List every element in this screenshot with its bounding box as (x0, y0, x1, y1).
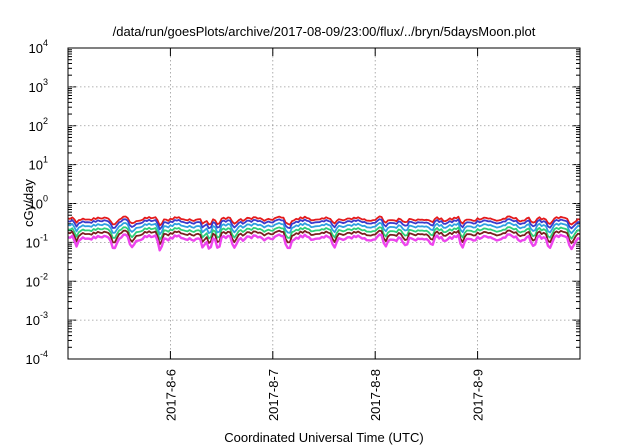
y-tick-label: 101 (29, 155, 48, 173)
y-tick-base: 10 (26, 313, 40, 328)
y-tick-base: 10 (26, 352, 40, 367)
y-tick-exponent: 0 (43, 194, 48, 204)
y-tick-exponent: -2 (40, 271, 48, 281)
x-tick-label: 2017-8-6 (163, 369, 178, 421)
chart-title: /data/run/goesPlots/archive/2017-08-09/2… (113, 24, 536, 39)
series-line (67, 233, 581, 252)
y-tick-label: 10-3 (26, 310, 48, 328)
y-tick-label: 10-1 (26, 232, 48, 250)
series-line (67, 229, 581, 246)
y-tick-base: 10 (29, 158, 43, 173)
y-tick-base: 10 (29, 41, 43, 56)
y-tick-exponent: 3 (43, 77, 48, 87)
y-tick-label: 104 (29, 38, 48, 56)
y-tick-base: 10 (29, 119, 43, 134)
plot-area (67, 47, 581, 360)
y-axis-label: cGy/day (21, 179, 36, 227)
x-tick-label: 2017-8-9 (471, 369, 486, 421)
y-tick-exponent: 4 (43, 38, 48, 48)
y-tick-base: 10 (26, 235, 40, 250)
y-tick-exponent: 2 (43, 116, 48, 126)
y-tick-base: 10 (29, 80, 43, 95)
series-line (67, 221, 581, 236)
series-line (67, 226, 581, 241)
y-tick-base: 10 (26, 274, 40, 289)
x-tick-label: 2017-8-7 (266, 369, 281, 421)
plot-frame (67, 47, 581, 360)
y-tick-label: 10-2 (26, 271, 48, 289)
y-tick-label: 103 (29, 77, 48, 95)
x-tick-label: 2017-8-8 (368, 369, 383, 421)
y-tick-label: 10-4 (26, 349, 48, 367)
y-tick-exponent: -3 (40, 310, 48, 320)
y-tick-exponent: -1 (40, 232, 48, 242)
y-tick-base: 10 (29, 197, 43, 212)
x-axis-label: Coordinated Universal Time (UTC) (224, 430, 423, 445)
series-line (67, 215, 581, 227)
y-tick-exponent: -4 (40, 349, 48, 359)
y-tick-label: 100 (29, 194, 48, 212)
series-line (67, 218, 581, 231)
y-tick-label: 102 (29, 116, 48, 134)
y-tick-exponent: 1 (43, 155, 48, 165)
